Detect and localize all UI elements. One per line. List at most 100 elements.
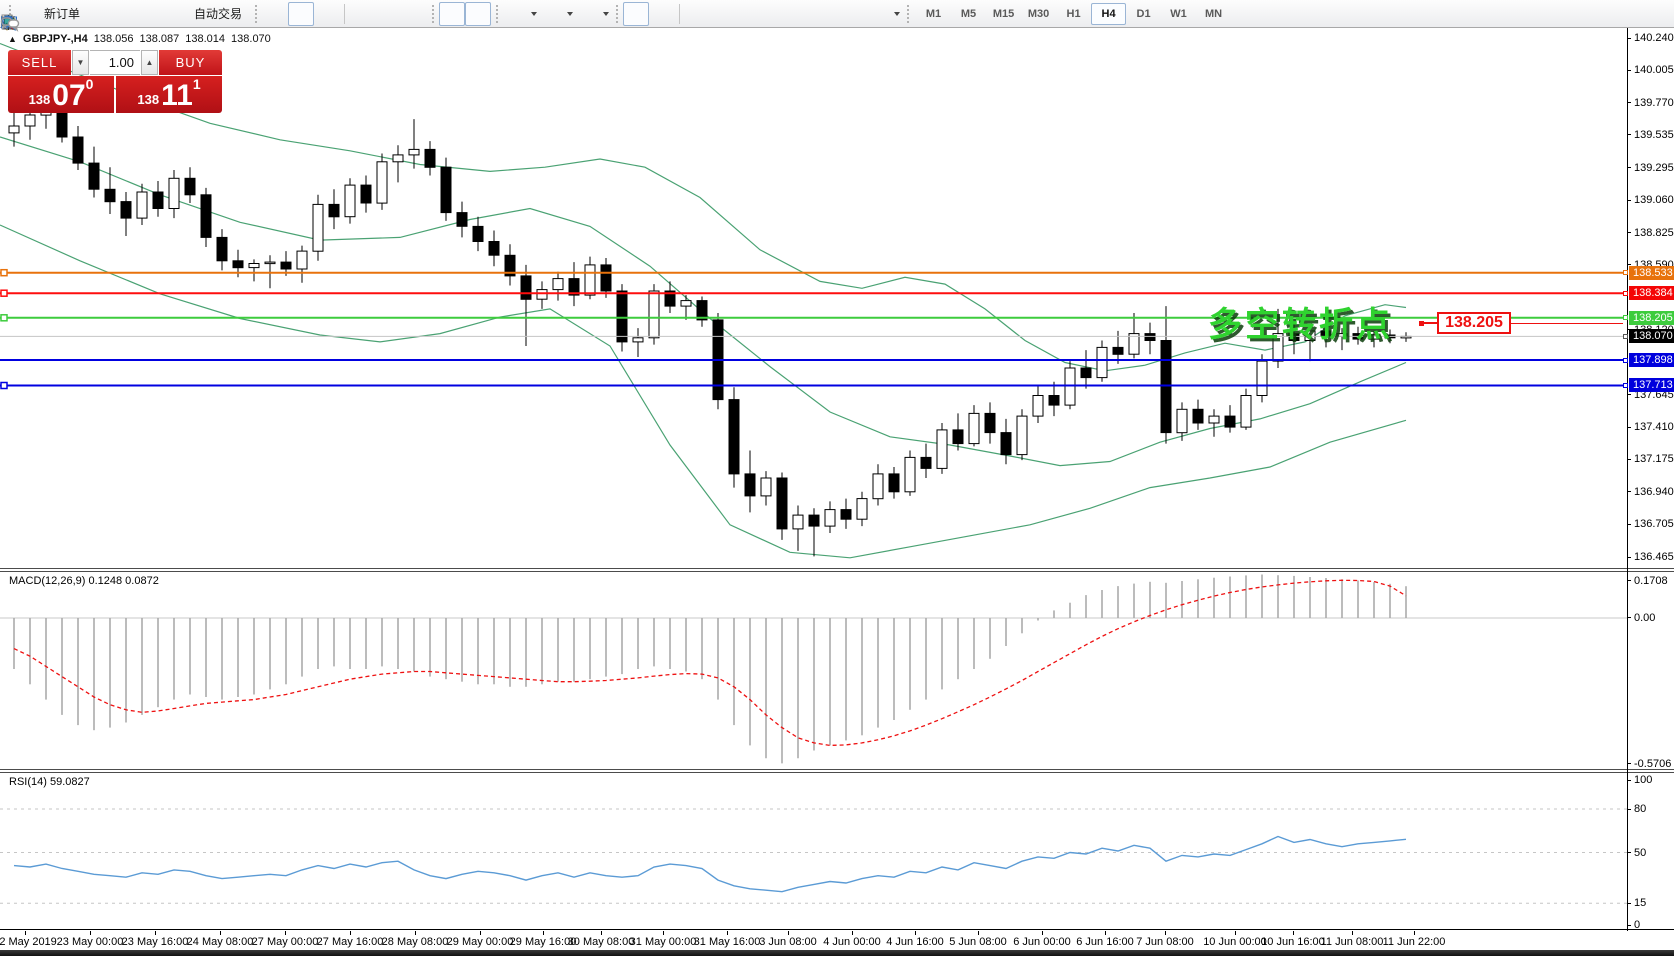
signal-button[interactable] — [1, 2, 166, 29]
indicators-dropdown-arrow[interactable] — [529, 3, 539, 25]
candlestick-button[interactable] — [3, 1, 315, 29]
timeframe-H1[interactable]: H1 — [1066, 7, 1081, 20]
time-axis-label: 24 May 08:00 — [186, 936, 254, 948]
toolbar-drag-handle[interactable] — [9, 4, 11, 23]
toolbar-drag-handle[interactable] — [907, 4, 910, 23]
price-axis-tick — [1627, 199, 1631, 201]
price-axis-label: 139.295 — [1634, 161, 1674, 174]
chart-annotation-text[interactable]: 多空转折点 — [1208, 306, 1393, 344]
rsi-panel[interactable]: RSI(14) 59.0827 — [0, 773, 1674, 930]
sell-price-prefix: 138 — [28, 92, 51, 107]
time-axis-label: 23 May 00:00 — [56, 936, 124, 948]
time-axis-label: 23 May 16:00 — [121, 936, 189, 948]
time-axis-label: 27 May 16:00 — [316, 936, 384, 948]
profile-button[interactable] — [2, 2, 140, 29]
rsi-axis-tick — [1627, 852, 1631, 853]
auto-scroll-button[interactable] — [1, 1, 466, 27]
chart-shift-button[interactable] — [1, 1, 492, 27]
timeframe-MN[interactable]: MN — [1204, 7, 1223, 20]
bollinger-upper-band — [0, 42, 1407, 372]
cursor-button[interactable] — [5, 1, 650, 29]
sell-button[interactable]: SELL — [8, 50, 71, 75]
toolbar-drag-handle[interactable] — [616, 4, 619, 23]
price-axis-label: 137.410 — [1634, 421, 1674, 434]
price-axis-label: 137.175 — [1634, 453, 1674, 466]
panel-separator[interactable] — [0, 568, 1674, 572]
new-order-label[interactable]: 新订单 — [44, 7, 81, 21]
time-axis-tick — [285, 931, 286, 935]
rsi-axis-label: 0 — [1634, 919, 1641, 931]
vertical-line-button[interactable] — [7, 2, 710, 29]
equidistant-channel-button[interactable]: E — [1, 2, 788, 31]
macd-chart-svg[interactable] — [0, 572, 1627, 770]
time-axis-label: 31 May 00:00 — [629, 936, 697, 948]
time-axis-tick — [727, 931, 728, 935]
time-axis-label: 11 Jun 22:00 — [1382, 936, 1446, 948]
sell-price-display[interactable]: 138 07 0 — [8, 76, 114, 113]
periods-dropdown-arrow[interactable] — [565, 3, 575, 25]
timeframe-M15[interactable]: M15 — [992, 7, 1015, 20]
timeframe-M30[interactable]: M30 — [1027, 7, 1050, 20]
arrows-button[interactable] — [3, 2, 892, 29]
bar-chart-button[interactable] — [2, 2, 288, 28]
toolbar-separator — [344, 3, 346, 24]
volume-up-button[interactable]: ▲ — [141, 50, 158, 75]
tile-windows-button[interactable] — [1, 2, 427, 28]
rsi-axis-tick — [1627, 779, 1631, 781]
volume-down-button[interactable]: ▼ — [72, 50, 89, 75]
rsi-indicator-label: RSI(14) 59.0827 — [9, 776, 90, 788]
time-axis-tick — [1235, 931, 1236, 935]
text-label-button[interactable]: T — [1, 2, 866, 29]
templates-dropdown-arrow[interactable] — [601, 3, 611, 25]
time-axis-tick — [25, 931, 26, 935]
price-axis-tick — [1627, 69, 1631, 71]
toolbar-drag-handle[interactable] — [432, 4, 435, 23]
text-button[interactable]: A — [4, 2, 840, 30]
crosshair-button[interactable] — [1, 2, 675, 30]
buy-price-big: 11 — [161, 79, 193, 112]
timeframe-H4[interactable]: H4 — [1091, 2, 1127, 25]
price-axis-label: 136.465 — [1634, 551, 1674, 564]
buy-button[interactable]: BUY — [159, 50, 222, 75]
macd-signal-line — [13, 579, 1407, 747]
trendline-button[interactable] — [2, 2, 762, 28]
timeframe-M5[interactable]: M5 — [960, 7, 977, 20]
time-axis-tick — [1414, 931, 1415, 935]
price-callout[interactable]: 138.205 — [1419, 312, 1623, 334]
zoom-out-button[interactable] — [1, 2, 401, 29]
timeframe-M1[interactable]: M1 — [925, 7, 942, 20]
time-axis-label: 5 Jun 08:00 — [949, 936, 1007, 948]
time-axis-tick — [415, 931, 416, 935]
toolbar-drag-handle[interactable] — [496, 4, 499, 23]
horizontal-line-button[interactable] — [2, 2, 736, 26]
line-chart-button[interactable] — [1, 2, 340, 29]
chat-button[interactable] — [0, 2, 1670, 32]
price-axis-tick — [1627, 37, 1631, 39]
autotrading-button[interactable] — [1, 2, 192, 30]
panel-separator[interactable] — [0, 769, 1674, 773]
toolbar-drag-handle[interactable] — [255, 4, 258, 23]
price-badge-anchor-icon — [1623, 290, 1628, 296]
search-button[interactable] — [1, 2, 1644, 31]
periods-button[interactable] — [1, 2, 565, 29]
time-axis-tick — [788, 931, 789, 935]
zoom-in-button[interactable] — [1, 2, 375, 29]
price-chart-svg[interactable] — [0, 28, 1627, 568]
rsi-chart-svg[interactable] — [0, 773, 1627, 929]
volume-input[interactable]: 1.00 — [90, 50, 140, 75]
macd-panel[interactable]: MACD(12,26,9) 0.1248 0.0872 — [0, 572, 1674, 770]
fibonacci-button[interactable]: F — [2, 2, 814, 31]
indicators-button[interactable] — [1, 2, 529, 28]
templates-button[interactable] — [1, 2, 601, 28]
timeframe-W1[interactable]: W1 — [1170, 7, 1187, 20]
price-badge: 137.898 — [1629, 353, 1674, 368]
timeframe-D1[interactable]: D1 — [1136, 7, 1151, 20]
toolbar: 新订单 自动交易 — [0, 0, 1674, 32]
price-chart-panel[interactable] — [0, 28, 1674, 568]
autotrading-label[interactable]: 自动交易 — [194, 7, 243, 21]
time-axis-tick — [350, 931, 351, 935]
buy-price-display[interactable]: 138 11 1 — [116, 76, 222, 113]
eraser-button[interactable] — [2, 2, 114, 31]
arrows-dropdown-arrow[interactable] — [892, 3, 902, 25]
price-axis-tick — [1627, 102, 1631, 104]
